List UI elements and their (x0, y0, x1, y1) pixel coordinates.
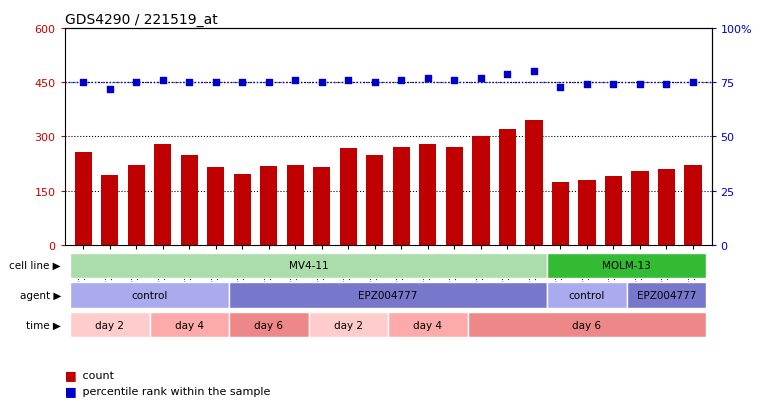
Bar (207, 168, 224, 245)
Text: day 6: day 6 (254, 320, 283, 330)
Bar (393, 148, 410, 245)
Point (289, 78, 301, 84)
Point (528, 69, 540, 76)
Point (422, 76, 434, 82)
Text: EPZ004777: EPZ004777 (637, 290, 696, 300)
Bar (684, 166, 702, 245)
Point (210, 80, 222, 86)
Point (77, 80, 89, 86)
Point (554, 84, 566, 90)
Text: day 4: day 4 (175, 320, 204, 330)
Bar (632, 171, 648, 245)
Text: time ▶: time ▶ (26, 320, 61, 330)
Bar (468, 312, 706, 337)
Bar (547, 253, 706, 278)
Point (103, 86, 116, 93)
Bar (101, 176, 119, 245)
Bar (180, 156, 198, 245)
Bar (149, 312, 229, 337)
Point (342, 78, 355, 84)
Bar (70, 253, 547, 278)
Point (687, 80, 699, 86)
Point (501, 71, 514, 78)
Text: MOLM-13: MOLM-13 (602, 261, 651, 271)
Bar (605, 177, 622, 245)
Bar (552, 182, 569, 245)
Text: GDS4290 / 221519_at: GDS4290 / 221519_at (65, 12, 218, 26)
Point (395, 78, 407, 84)
Point (661, 82, 673, 88)
Bar (525, 121, 543, 245)
Bar (473, 137, 489, 245)
Point (581, 82, 593, 88)
Bar (229, 312, 308, 337)
Bar (75, 152, 92, 245)
Point (263, 80, 275, 86)
Bar (314, 168, 330, 245)
Point (607, 82, 619, 88)
Bar (287, 166, 304, 245)
Bar (70, 282, 229, 308)
Text: EPZ004777: EPZ004777 (358, 290, 418, 300)
Text: ■: ■ (65, 385, 76, 397)
Bar (658, 170, 675, 245)
Bar (547, 282, 627, 308)
Text: MV4-11: MV4-11 (288, 261, 329, 271)
Point (634, 82, 646, 88)
Bar (339, 149, 357, 245)
Text: day 2: day 2 (334, 320, 363, 330)
Point (236, 80, 248, 86)
Text: cell line ▶: cell line ▶ (9, 261, 61, 271)
Point (369, 80, 381, 86)
Point (475, 76, 487, 82)
Text: control: control (132, 290, 167, 300)
Point (316, 80, 328, 86)
Text: ■: ■ (65, 368, 76, 381)
Bar (388, 312, 468, 337)
Text: agent ▶: agent ▶ (20, 290, 61, 300)
Bar (498, 130, 516, 245)
Bar (128, 166, 145, 245)
Bar (366, 156, 384, 245)
Bar (70, 312, 149, 337)
Bar (308, 312, 388, 337)
Point (157, 78, 169, 84)
Bar (419, 144, 437, 245)
Bar (260, 167, 278, 245)
Bar (627, 282, 706, 308)
Text: control: control (568, 290, 605, 300)
Text: ■  percentile rank within the sample: ■ percentile rank within the sample (65, 387, 270, 396)
Bar (578, 180, 596, 245)
Text: day 2: day 2 (95, 320, 124, 330)
Text: ■  count: ■ count (65, 370, 113, 380)
Point (130, 80, 142, 86)
Text: day 4: day 4 (413, 320, 442, 330)
Point (448, 78, 460, 84)
Bar (229, 282, 547, 308)
Bar (234, 175, 251, 245)
Text: day 6: day 6 (572, 320, 601, 330)
Bar (446, 148, 463, 245)
Point (183, 80, 196, 86)
Bar (154, 144, 171, 245)
